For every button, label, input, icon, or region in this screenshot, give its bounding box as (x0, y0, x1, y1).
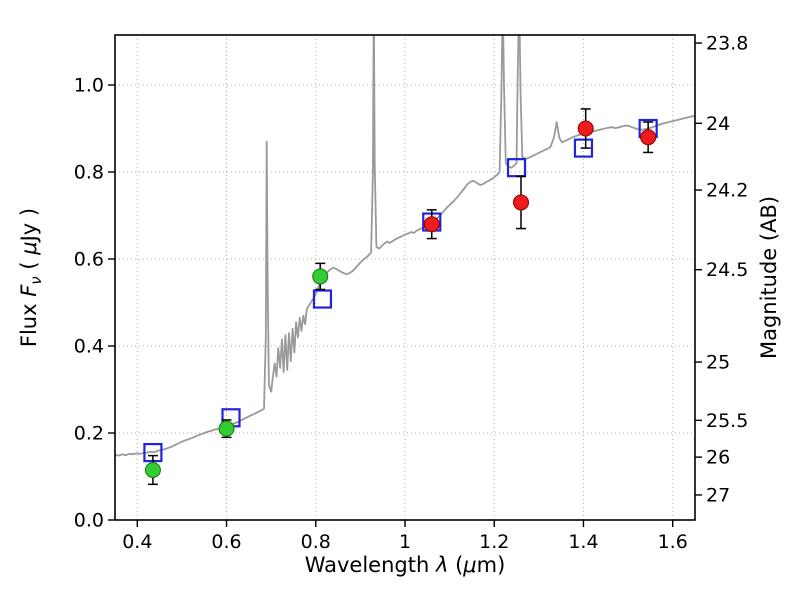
marker-square (573, 138, 594, 158)
series-synthetic-photometry-squares (143, 118, 658, 463)
marker-circle (423, 216, 440, 233)
y-axis-label-left: Flux Fν ( μJy ) (17, 208, 45, 347)
y-tick-label-right: 23.8 (706, 33, 748, 55)
y-tick-label-left: 0.4 (74, 336, 104, 358)
y-tick-label-right: 25.5 (706, 410, 748, 432)
x-tick-label: 1.4 (568, 531, 598, 553)
marker-circle (312, 268, 329, 285)
x-axis-label: Wavelength λ (μm) (305, 553, 506, 577)
y-tick-label-right: 27 (706, 484, 730, 506)
marker-circle (513, 194, 529, 211)
marker-square (312, 289, 333, 309)
y-tick-label-right: 24.2 (706, 180, 748, 202)
marker-circle (218, 420, 235, 437)
y-tick-label-left: 1.0 (74, 75, 104, 97)
y-tick-label-right: 24 (706, 113, 730, 135)
y-tick-label-left: 0.2 (74, 423, 104, 445)
series-optical-photometry-green-circles (144, 262, 329, 486)
marker-circle (640, 129, 657, 146)
y-tick-label-left: 0.6 (74, 249, 104, 271)
y-axis-label-right: Magnitude (AB) (757, 196, 781, 359)
x-tick-label: 0.4 (122, 531, 152, 553)
marker-circle (577, 120, 594, 137)
series-infrared-photometry-red-circles (423, 108, 657, 240)
x-tick-label: 0.6 (211, 531, 241, 553)
y-tick-label-right: 26 (706, 447, 730, 469)
y-tick-label-left: 0.8 (74, 162, 104, 184)
grid (115, 35, 695, 520)
x-tick-label: 1.6 (658, 531, 688, 553)
y-tick-label-left: 0.0 (74, 510, 104, 532)
y-tick-label-right: 25 (706, 352, 730, 374)
marker-circle (144, 461, 161, 478)
x-tick-label: 0.8 (301, 531, 331, 553)
y-tick-label-right: 24.5 (706, 259, 748, 281)
spectrum-path (115, 35, 695, 457)
axes-ticks: 0.4 0.6 0.8 1 1.2 1.4 1.6 0.0 0.2 0.4 0.6 0.8 1.0 23.… (74, 33, 749, 553)
model-spectrum-line (115, 35, 695, 457)
x-tick-label: 1.2 (479, 531, 509, 553)
x-tick-label: 1 (399, 531, 411, 553)
